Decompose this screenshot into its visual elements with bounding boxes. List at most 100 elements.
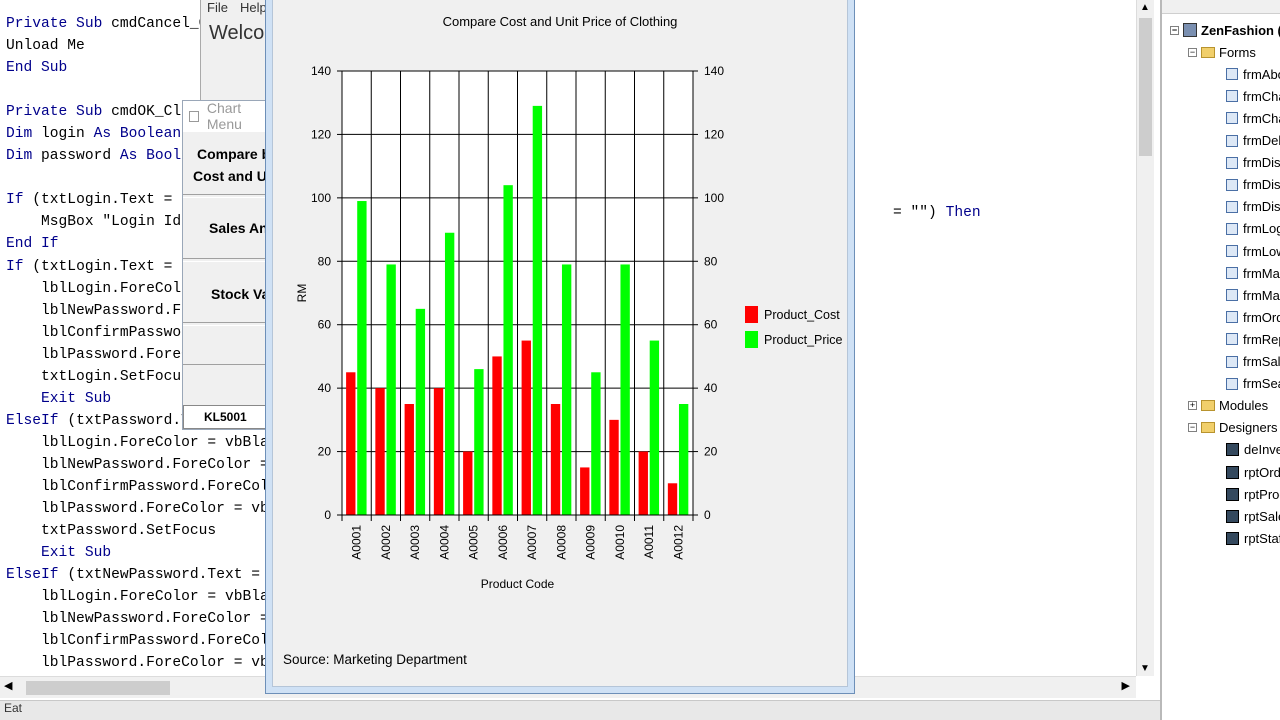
code-text: txtLogin.SetFocus: [6, 368, 190, 385]
code-line: Private Sub cmdCancel_Cl: [6, 13, 286, 35]
tree-item-label: frmSea: [1243, 376, 1280, 392]
code-text: lblConfirmPassword.ForeColor: [6, 478, 287, 495]
designer-icon: [1226, 509, 1239, 523]
chart-menu-window: Chart Menu Compare b Cost and U Sales An…: [182, 100, 272, 430]
stock-value-button[interactable]: Stock Va: [183, 261, 271, 323]
code-text: lblPassword.ForeColor = vbBl: [6, 655, 287, 672]
code-line: lblPassword.ForeColor = vbBl: [6, 652, 286, 674]
tree-item-form[interactable]: frmLow: [1226, 241, 1280, 261]
bar-product-cost: [609, 419, 619, 515]
tree-folder-modules[interactable]: + Modules: [1188, 396, 1268, 416]
tree-item-form[interactable]: frmMai: [1226, 285, 1280, 305]
tree-item-label: frmMai: [1243, 265, 1280, 281]
chart-window-client: Compare Cost and Unit Price of Clothing …: [272, 0, 848, 687]
x-tick-label: A0003: [408, 525, 422, 560]
code-line: lblLogin.ForeColor = vbBlac: [6, 432, 286, 454]
expand-icon[interactable]: +: [1188, 400, 1197, 411]
tree-item-label: Modules: [1219, 398, 1269, 414]
tree-item-form[interactable]: frmSale: [1226, 352, 1280, 372]
code-line: lblConfirmPassword.ForeColor: [6, 476, 286, 498]
code-hscroll-thumb[interactable]: [26, 681, 170, 695]
bar-product-price: [386, 264, 396, 515]
code-line: End Sub: [6, 57, 286, 79]
collapse-icon[interactable]: −: [1188, 422, 1197, 433]
collapse-icon[interactable]: −: [1188, 46, 1197, 57]
tree-item-label: ZenFashion (: [1201, 22, 1280, 38]
bar-product-price: [415, 308, 426, 515]
code-line: txtLogin.SetFocus: [6, 366, 286, 388]
x-tick-label: A0011: [642, 525, 656, 559]
tree-item-designer[interactable]: rptSale: [1226, 506, 1280, 526]
code-text: txtPassword.SetFocus: [6, 523, 217, 540]
menu-help[interactable]: Help: [239, 0, 267, 15]
tree-folder-forms[interactable]: − Forms: [1188, 42, 1256, 62]
tree-item-form[interactable]: frmSea: [1226, 374, 1280, 394]
tree-item-label: Designers: [1219, 420, 1278, 436]
collapse-icon[interactable]: −: [1170, 24, 1179, 35]
bar-product-cost: [404, 404, 414, 515]
project-explorer: −ZenFashion (−FormsfrmAbofrmChafrmChafrm…: [1160, 0, 1280, 720]
menu-blank-button[interactable]: [183, 325, 271, 365]
tree-item-form[interactable]: frmDisp: [1226, 197, 1280, 217]
tree-item-form[interactable]: frmMai: [1226, 263, 1280, 283]
code-line-fragment: = "") Then: [858, 189, 981, 237]
tree-item-label: rptOrde: [1244, 464, 1280, 480]
tree-item-label: deInve: [1244, 442, 1280, 458]
tree-item-form[interactable]: frmAbo: [1226, 64, 1280, 84]
code-vscroll-thumb[interactable]: [1139, 18, 1152, 156]
legend-label: Product_Price: [764, 333, 843, 347]
scroll-down-icon[interactable]: ▼: [1140, 663, 1150, 674]
bar-product-price: [532, 105, 543, 515]
tree-item-label: rptStaf: [1244, 530, 1280, 546]
scroll-right-icon[interactable]: ▶: [1121, 680, 1130, 692]
code-line: Dim password As Boole: [6, 145, 286, 167]
tree-item-form[interactable]: frmDisp: [1226, 153, 1280, 173]
tree-item-label: frmDele: [1243, 133, 1280, 148]
form-icon: [1226, 112, 1238, 125]
tree-item-form[interactable]: frmDele: [1226, 131, 1280, 151]
tree-item-form[interactable]: frmRep: [1226, 329, 1280, 349]
code-text: lblPassword.ForeC: [6, 346, 190, 363]
code-text: (txtLogin.Text = ": [32, 192, 190, 209]
code-line: lblNewPassword.Fo: [6, 300, 286, 322]
form-icon: [1226, 90, 1238, 103]
tree-item-designer[interactable]: deInve: [1226, 440, 1280, 460]
tree-project[interactable]: − ZenFashion (: [1170, 20, 1280, 40]
code-line: Unload Me: [6, 35, 286, 57]
y2-tick-label: 20: [704, 445, 718, 459]
code-text: password: [41, 148, 120, 165]
tree-item-label: frmOrd: [1243, 309, 1280, 325]
bar-chart: 0 0 20 20 40 40 60 60 80 80 100 100 120 120 140 140 A000…: [295, 64, 843, 591]
sales-analysis-button[interactable]: Sales An: [183, 197, 271, 259]
x-tick-label: A0005: [467, 525, 481, 560]
designer-icon: [1226, 487, 1239, 501]
tree-item-form[interactable]: frmCha: [1226, 108, 1280, 128]
welcome-label: Welcom: [209, 22, 270, 44]
code-keyword: Exit Sub: [41, 545, 112, 562]
tree-item-form[interactable]: frmLogi: [1226, 219, 1280, 239]
code-line: Dim login As Boolean: [6, 123, 286, 145]
tree-folder-designers[interactable]: − Designers: [1188, 418, 1278, 438]
scroll-up-icon[interactable]: ▲: [1140, 2, 1150, 13]
menu-file[interactable]: File: [207, 0, 228, 15]
tree-item-designer[interactable]: rptProd: [1226, 484, 1280, 504]
tree-item-designer[interactable]: rptOrde: [1226, 462, 1280, 482]
staff-id-textbox[interactable]: KL5001: [183, 405, 271, 429]
y-tick-label: 40: [318, 381, 332, 395]
bar-product-price: [649, 340, 660, 515]
bar-product-price: [444, 232, 455, 515]
code-keyword: End If: [6, 236, 59, 253]
tree-item-designer[interactable]: rptStaf: [1226, 528, 1280, 548]
code-text: cmdCancel_Cl: [111, 16, 217, 32]
tree-item-form[interactable]: frmDisp: [1226, 175, 1280, 195]
code-vertical-scrollbar[interactable]: ▲ ▼: [1136, 0, 1154, 676]
tree-item-form[interactable]: frmCha: [1226, 86, 1280, 106]
tree-item-form[interactable]: frmOrd: [1226, 307, 1280, 327]
compare-cost-button[interactable]: Compare b Cost and U: [183, 131, 271, 195]
scroll-left-icon[interactable]: ◀: [4, 680, 13, 692]
x-tick-label: A0001: [350, 525, 364, 560]
code-line: lblNewPassword.ForeColor = v: [6, 608, 286, 630]
code-line: lblNewPassword.ForeColor = v: [6, 454, 286, 476]
code-fragment-text: = ""): [893, 205, 946, 221]
designer-icon: [1226, 465, 1239, 479]
